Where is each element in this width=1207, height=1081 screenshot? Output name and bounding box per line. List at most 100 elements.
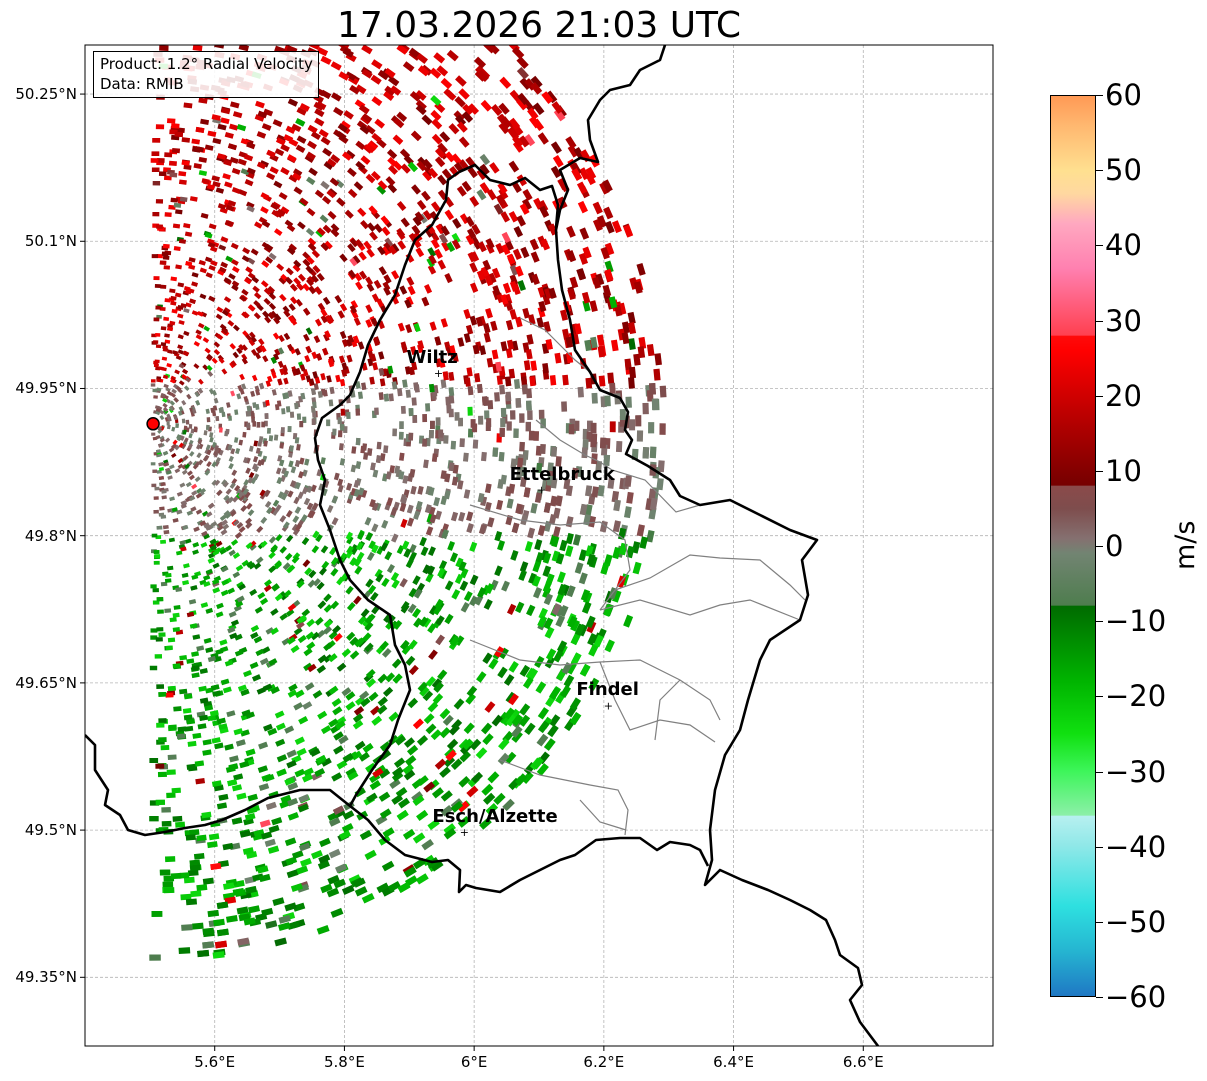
radar-gate	[201, 510, 209, 517]
radar-gate	[265, 627, 275, 635]
radar-gate	[401, 644, 412, 655]
radar-gate	[371, 96, 383, 107]
radar-gate	[347, 243, 356, 253]
radar-gate	[178, 406, 184, 412]
radar-gate	[190, 428, 195, 434]
radar-gate	[208, 833, 220, 841]
radar-gate	[155, 344, 162, 349]
radar-gate	[188, 423, 193, 429]
radar-gate	[515, 773, 528, 786]
radar-gate	[365, 532, 374, 541]
radar-gate	[305, 265, 314, 274]
radar-gate	[629, 419, 636, 431]
radar-gate	[175, 264, 182, 270]
radar-gate	[181, 160, 190, 166]
radar-gate	[600, 246, 610, 260]
radar-gate	[186, 510, 193, 516]
radar-gate	[584, 485, 593, 497]
radar-gate	[409, 551, 418, 562]
radar-gate	[411, 791, 424, 803]
radar-gate	[428, 605, 439, 616]
lon-label: 6.6°E	[842, 1053, 884, 1071]
radar-gate	[250, 410, 255, 417]
radar-gate	[163, 529, 170, 535]
radar-gate	[454, 573, 464, 585]
radar-gate	[150, 462, 156, 466]
radar-gate	[203, 637, 212, 644]
radar-gate	[517, 279, 526, 292]
radar-gate	[380, 542, 389, 552]
radar-gate	[567, 615, 578, 629]
radar-gate	[461, 180, 472, 192]
radar-gate	[190, 585, 198, 591]
radar-gate	[222, 523, 230, 531]
radar-gate	[158, 462, 164, 467]
radar-gate	[561, 662, 573, 675]
radar-gate	[182, 368, 189, 375]
radar-gate	[528, 572, 537, 585]
radar-gate	[255, 648, 265, 657]
radar-gate	[303, 647, 313, 657]
radar-gate	[346, 354, 353, 363]
radar-gate	[469, 195, 480, 207]
radar-gate	[515, 503, 523, 514]
radar-gate	[521, 771, 534, 784]
radar-gate	[451, 239, 461, 250]
radar-gate	[320, 308, 328, 317]
radar-gate	[627, 311, 636, 325]
radar-gate	[427, 264, 437, 275]
radar-gate	[298, 842, 311, 852]
radar-gate	[533, 431, 540, 441]
radar-gate	[545, 573, 555, 586]
radar-gate	[448, 123, 460, 135]
radar-gate	[170, 872, 182, 880]
radar-gate	[423, 459, 429, 469]
radar-gate	[367, 448, 373, 456]
radar-gate	[221, 411, 226, 418]
radar-gate	[162, 881, 174, 888]
radar-gate	[151, 432, 156, 436]
radar-gate	[302, 416, 307, 423]
radar-gate	[176, 435, 182, 442]
radar-gate	[312, 690, 323, 699]
radar-gate	[211, 357, 218, 364]
radar-gate	[275, 738, 286, 747]
radar-gate	[221, 309, 229, 317]
radar-gate	[342, 810, 355, 821]
radar-gate	[353, 479, 360, 488]
radar-gate	[284, 777, 296, 786]
radar-gate	[232, 887, 245, 896]
radar-gate	[409, 91, 422, 102]
radar-gate	[500, 294, 509, 305]
radar-gate	[211, 241, 220, 248]
radar-gate	[157, 609, 164, 614]
radar-gate	[402, 828, 416, 840]
radar-gate	[531, 273, 540, 285]
radar-gate	[436, 65, 449, 77]
radar-gate	[320, 883, 333, 894]
radar-gate	[258, 873, 271, 883]
radar-gate	[350, 300, 359, 309]
radar-gate	[155, 305, 162, 310]
radar-gate	[457, 816, 471, 828]
radar-gate	[326, 375, 332, 383]
radar-gate	[508, 483, 516, 494]
radar-gate	[194, 760, 205, 767]
radar-gate	[283, 134, 294, 143]
radar-gate	[475, 747, 488, 760]
radar-gate	[243, 917, 256, 926]
radar-gate	[191, 281, 199, 287]
radar-gate	[469, 541, 478, 552]
radar-gate	[189, 859, 201, 867]
radar-gate	[189, 829, 200, 836]
radar-gate	[238, 343, 245, 351]
radar-gate	[370, 170, 381, 181]
radar-gate	[312, 371, 319, 379]
radar-gate	[302, 559, 311, 568]
radar-gate	[344, 209, 354, 219]
radar-gate	[211, 737, 221, 744]
radar-gate	[234, 532, 243, 539]
radar-gate	[378, 791, 391, 802]
radar-gate	[458, 775, 471, 788]
city-label: Ettelbruck	[509, 463, 615, 485]
